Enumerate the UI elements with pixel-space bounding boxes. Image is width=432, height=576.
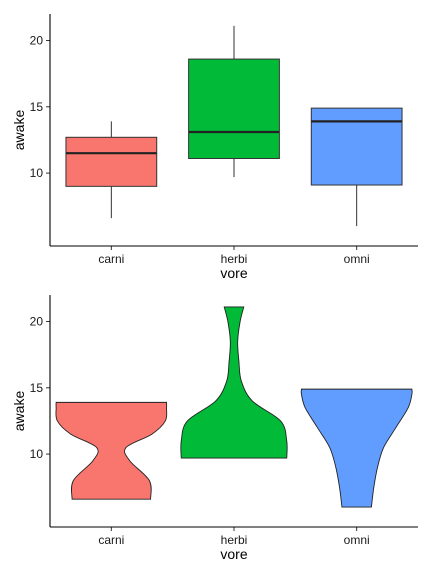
violin-omni: [300, 388, 413, 508]
boxplot-y-axis-title: awake: [11, 110, 27, 151]
boxplot-x-tick-label: carni: [98, 252, 124, 266]
violin-herbi: [180, 306, 288, 459]
boxplot-y-tick-label: 15: [30, 100, 44, 114]
boxplot-panel: 10 15 20 carni herbi omni vore awake: [11, 14, 418, 281]
violin-marks: [55, 306, 413, 508]
box-body: [188, 58, 280, 160]
boxplot-x-ticks: carni herbi omni: [98, 246, 370, 266]
boxplot-x-axis-title: vore: [220, 265, 247, 281]
violin-carni: [55, 401, 168, 500]
boxplot-y-ticks: 10 15 20: [30, 34, 50, 180]
boxplot-x-tick-label: herbi: [221, 252, 248, 266]
box-body: [65, 136, 158, 187]
violin-y-tick-label: 15: [30, 381, 44, 395]
violin-x-tick-label: herbi: [221, 533, 248, 547]
violin-y-ticks: 10 15 20: [30, 315, 50, 461]
violin-panel: 10 15 20 carni herbi omni vore awake: [11, 295, 418, 562]
boxplot-y-tick-label: 20: [30, 34, 44, 48]
box-herbi: [188, 25, 280, 178]
violin-y-axis-title: awake: [11, 391, 27, 432]
violin-x-tick-label: omni: [344, 533, 370, 547]
box-carni: [65, 121, 158, 219]
violin-x-tick-label: carni: [98, 533, 124, 547]
violin-x-axis-title: vore: [220, 546, 247, 562]
box-omni: [310, 107, 403, 227]
violin-y-tick-label: 10: [30, 447, 44, 461]
violin-y-tick-label: 20: [30, 315, 44, 329]
box-body: [310, 107, 403, 186]
boxplot-marks: [65, 25, 403, 227]
boxplot-y-tick-label: 10: [30, 166, 44, 180]
boxplot-x-tick-label: omni: [344, 252, 370, 266]
violin-x-ticks: carni herbi omni: [98, 527, 370, 547]
